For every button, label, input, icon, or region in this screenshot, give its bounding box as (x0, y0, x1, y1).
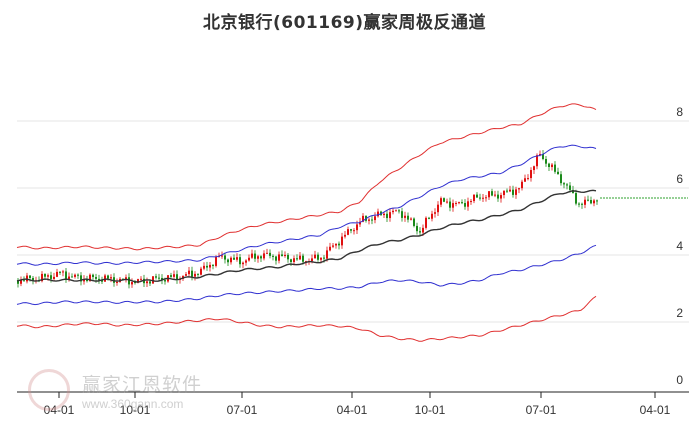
inner_lower-line (16, 244, 597, 306)
candlesticks (17, 150, 598, 289)
x-tick-label: 07-01 (226, 403, 258, 417)
y-tick-label: 0 (676, 373, 683, 387)
watermark-url: www.360gann.com (82, 397, 184, 411)
x-tick-label: 10-01 (414, 403, 446, 417)
x-tick-label: 04-01 (336, 403, 368, 417)
x-tick-label: 07-01 (525, 403, 557, 417)
x-tick-label: 10-01 (119, 403, 151, 417)
middle-line (16, 189, 597, 283)
x-tick-label: 04-01 (639, 403, 671, 417)
y-tick-label: 6 (676, 172, 683, 186)
watermark-name: 赢家江恩软件 (82, 374, 203, 396)
inner_upper-line (16, 144, 597, 266)
outer_lower-line (16, 295, 597, 342)
watermark-logo-icon (28, 369, 70, 411)
channel-lines (16, 103, 688, 342)
outer_upper-line (16, 103, 597, 251)
y-tick-label: 4 (676, 239, 683, 253)
y-tick-label: 8 (676, 105, 683, 119)
gridlines (17, 120, 689, 323)
chart-title: 北京银行(601169)赢家周极反通道 (202, 13, 486, 33)
y-tick-label: 2 (676, 306, 683, 320)
